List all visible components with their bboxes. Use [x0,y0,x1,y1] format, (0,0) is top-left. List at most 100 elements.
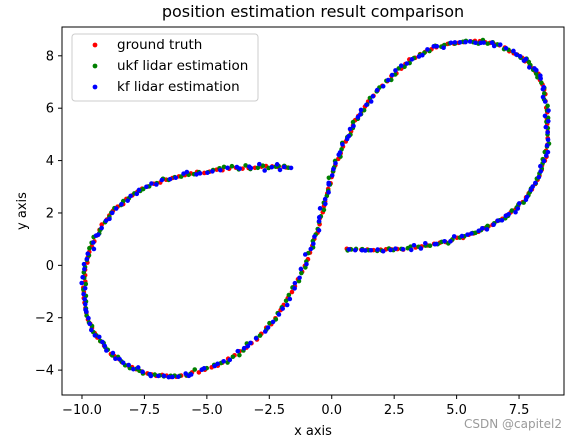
data-point [84,256,90,262]
data-point [109,210,115,216]
data-point [103,218,109,224]
data-point [287,296,293,302]
y-tick-label: 0 [46,259,54,274]
data-point [416,54,422,59]
data-point [227,357,233,363]
data-point [347,126,353,132]
data-point [459,233,465,239]
data-point [299,270,304,276]
data-point [269,164,275,170]
data-point [346,247,352,252]
data-point [344,136,350,142]
data-point [120,360,126,366]
legend: ground truth ukf lidar estimation kf lid… [71,33,259,102]
data-point [292,286,297,291]
data-point [545,130,550,135]
data-point [513,52,519,57]
data-point [176,374,181,380]
data-point [159,177,165,183]
data-point [257,161,262,167]
data-point [131,366,136,372]
data-point [166,374,171,380]
data-point [292,280,298,286]
data-point [448,40,454,46]
data-point [243,163,248,168]
data-point [398,63,404,68]
data-point [528,187,534,193]
data-point [423,241,428,246]
data-point [210,169,215,174]
data-point [79,280,84,286]
data-point [82,296,87,302]
data-point [380,248,386,254]
data-point [281,164,287,170]
data-point [237,166,242,171]
data-point [298,266,304,272]
data-point [321,207,327,213]
data-point [286,292,292,298]
data-point [524,194,530,200]
data-point [469,231,474,236]
data-point [218,167,223,173]
data-point [297,275,302,281]
data-point [92,333,98,338]
data-point [323,201,328,207]
data-point [526,59,532,65]
data-point [411,242,417,248]
data-point [253,335,259,341]
data-point [277,167,283,173]
data-point [81,261,87,267]
data-point [135,365,141,370]
data-point [270,319,276,325]
data-point [102,343,107,349]
x-tick-label: 5.0 [446,403,467,418]
data-point [326,190,331,195]
data-point [183,371,189,376]
data-point [374,87,380,93]
data-point [229,163,235,169]
data-point [212,363,217,369]
data-point [333,160,338,166]
data-point [393,68,398,73]
data-point [156,373,161,379]
data-point [87,321,93,327]
data-point [509,208,515,213]
data-point [173,175,179,181]
x-axis-title: x axis [294,424,332,439]
data-point [205,170,210,176]
data-point [326,175,332,181]
x-tick-label: 2.5 [384,403,405,418]
data-point [473,40,478,46]
data-point [85,251,91,256]
data-point [95,232,101,237]
data-point [255,165,261,171]
data-point [448,239,453,244]
data-point [431,44,437,49]
data-point [304,261,309,267]
plot-frame [61,26,565,396]
y-axis-title: y axis [15,192,30,230]
data-point [144,184,149,190]
x-tick-label: −2.5 [254,403,286,418]
data-point [192,367,198,372]
data-point [336,152,342,158]
data-point [538,163,543,169]
data-point [134,191,140,197]
data-point [463,39,468,45]
data-point [221,358,226,364]
y-tick-label: 6 [46,102,54,117]
data-point [543,153,549,158]
data-point [434,241,439,247]
data-point [532,66,537,71]
data-point [288,165,294,171]
data-point [140,369,145,375]
data-point [196,370,202,375]
data-point [89,327,94,333]
data-point [375,247,380,252]
data-point [184,169,190,175]
data-point [136,187,142,193]
x-tick-label: 0.0 [321,403,342,418]
y-tick-label: 8 [46,49,54,64]
data-point [495,218,500,223]
data-point [302,252,308,257]
